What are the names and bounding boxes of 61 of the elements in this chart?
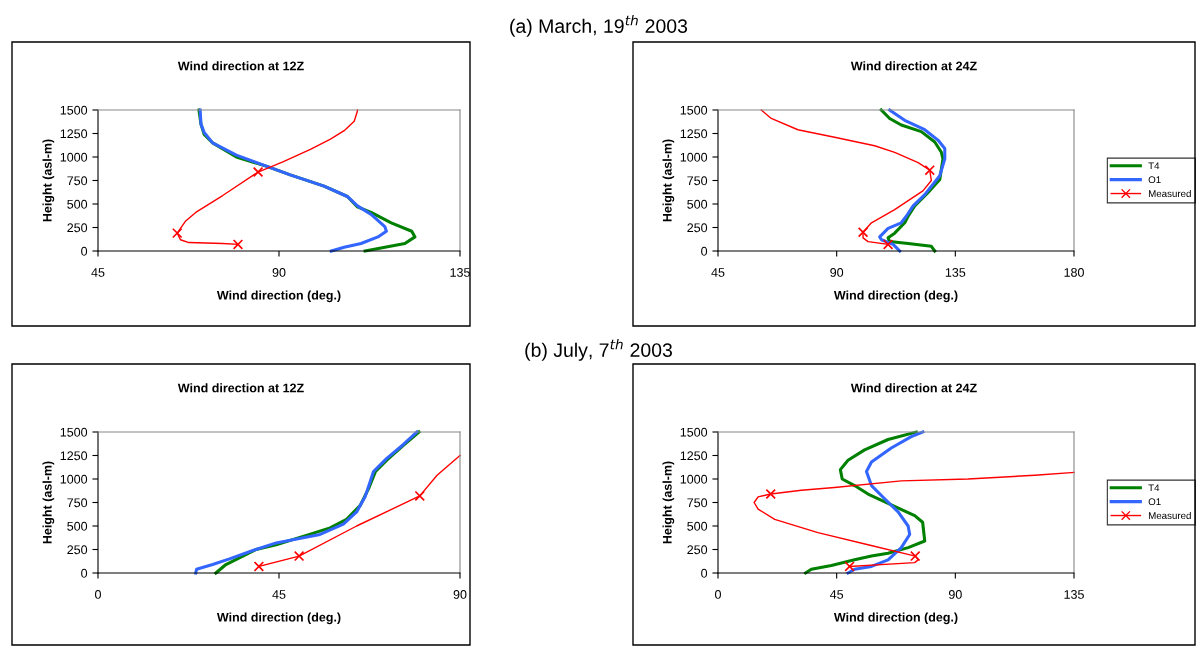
x-tick-label: 45 <box>711 268 725 277</box>
y-tick-label: 1000 <box>60 474 88 484</box>
y-tick-label: 1250 <box>60 129 88 139</box>
y-tick-label: 1000 <box>680 152 708 162</box>
x-tick-label: 0 <box>715 590 721 599</box>
text: (b) July, 7$^{th}$ 2003 <box>525 339 672 361</box>
x-tick-label: 45 <box>830 590 844 599</box>
y-tick-label: 250 <box>687 545 708 555</box>
y-tick-label: 1000 <box>60 152 88 162</box>
y-tick-label: 250 <box>67 223 88 233</box>
y-tick-label: 750 <box>67 498 88 508</box>
y-tick-label: 1500 <box>60 427 88 437</box>
y-tick-label: 250 <box>67 545 88 555</box>
x-tick-label: 135 <box>945 268 966 277</box>
y-tick-label: 1500 <box>680 427 708 437</box>
chart-title: Wind direction at 12Z <box>177 61 304 71</box>
legend-label: O1 <box>1148 498 1161 506</box>
x-tick-label: 90 <box>272 268 286 277</box>
y-tick-label: 0 <box>81 246 88 256</box>
x-tick-label: 90 <box>830 268 844 277</box>
y-axis-title: Height (asl-m) <box>662 139 675 222</box>
x-tick-label: 180 <box>1064 268 1084 277</box>
y-axis-title: Height (asl-m) <box>662 461 675 544</box>
y-tick-label: 750 <box>687 498 708 508</box>
legend-label: Measured <box>1148 511 1191 520</box>
y-tick-label: 1250 <box>680 129 708 139</box>
chart-title: Wind direction at 12Z <box>177 383 304 393</box>
x-axis-title: Wind direction (deg.) <box>833 290 958 303</box>
x-tick-label: 135 <box>1064 590 1084 599</box>
y-tick-label: 500 <box>67 199 88 209</box>
x-axis-title: Wind direction (deg.) <box>216 612 341 625</box>
y-tick-label: 250 <box>687 223 708 233</box>
legend-label: O1 <box>1148 176 1161 184</box>
x-tick-label: 90 <box>453 590 467 599</box>
y-tick-label: 750 <box>67 176 88 186</box>
text: (a) March, 19$^{th}$ 2003 <box>510 15 688 37</box>
y-axis-title: Height (asl-m) <box>42 139 55 222</box>
x-tick-label: 90 <box>948 590 962 599</box>
y-tick-label: 500 <box>67 521 88 531</box>
x-axis-title: Wind direction (deg.) <box>216 290 341 303</box>
y-tick-label: 1500 <box>680 105 708 115</box>
y-tick-label: 0 <box>701 568 708 578</box>
legend-label: T4 <box>1148 484 1160 492</box>
x-tick-label: 0 <box>95 590 101 599</box>
chart-title: Wind direction at 24Z <box>850 61 977 71</box>
y-tick-label: 0 <box>701 246 708 256</box>
x-axis-title: Wind direction (deg.) <box>833 612 958 625</box>
chart-title: Wind direction at 24Z <box>850 383 977 393</box>
legend-label: T4 <box>1148 162 1160 170</box>
y-tick-label: 750 <box>687 176 708 186</box>
y-axis-title: Height (asl-m) <box>42 461 55 544</box>
legend-label: Measured <box>1148 189 1191 198</box>
y-tick-label: 500 <box>687 521 708 531</box>
x-tick-label: 45 <box>91 268 105 277</box>
y-tick-label: 1500 <box>60 105 88 115</box>
y-tick-label: 1000 <box>680 474 708 484</box>
x-tick-label: 45 <box>272 590 286 599</box>
y-tick-label: 1250 <box>680 451 708 461</box>
y-tick-label: 500 <box>687 199 708 209</box>
y-tick-label: 1250 <box>60 451 88 461</box>
y-tick-label: 0 <box>81 568 88 578</box>
